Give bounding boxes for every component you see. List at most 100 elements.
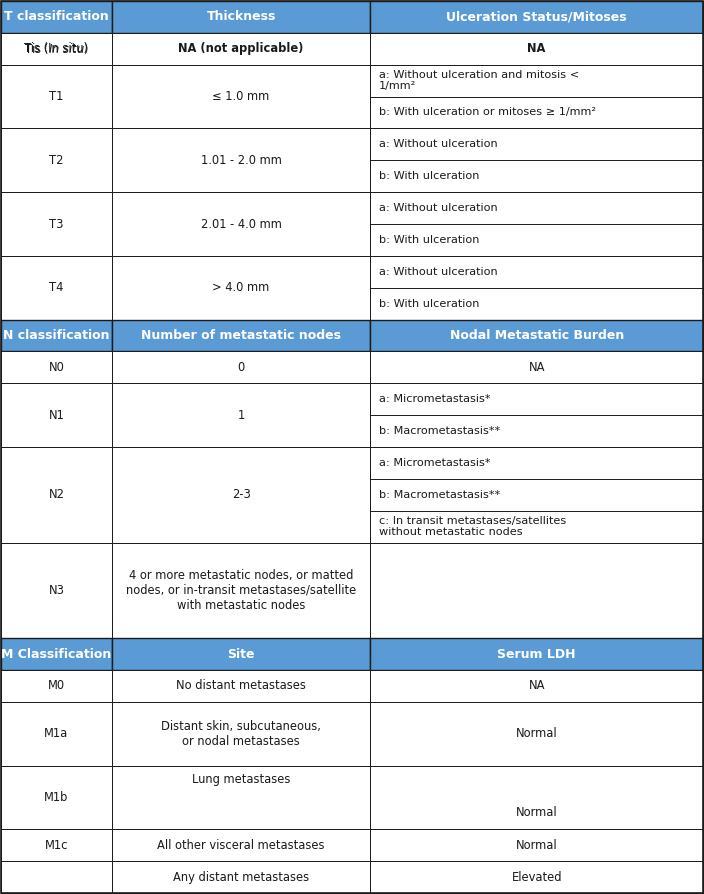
Bar <box>1 33 112 64</box>
Bar <box>1 256 112 319</box>
Bar <box>370 256 703 319</box>
Bar <box>370 351 703 384</box>
Bar <box>370 543 703 638</box>
Text: b: Macrometastasis**: b: Macrometastasis** <box>379 490 500 500</box>
Bar <box>1 384 112 447</box>
Text: M1c: M1c <box>45 839 68 852</box>
Bar <box>1 702 112 765</box>
Bar <box>370 765 703 830</box>
Bar <box>112 702 370 765</box>
Text: All other visceral metastases: All other visceral metastases <box>157 839 325 852</box>
Bar <box>112 64 370 129</box>
Text: Tis (​In situ​): Tis (​In situ​) <box>25 42 89 55</box>
Bar <box>1 64 112 129</box>
Text: Ulceration Status/Mitoses: Ulceration Status/Mitoses <box>446 11 627 23</box>
Bar <box>112 351 370 384</box>
Text: 0: 0 <box>237 361 245 374</box>
Text: b: With ulceration or mitoses ≥ 1/mm²: b: With ulceration or mitoses ≥ 1/mm² <box>379 107 596 117</box>
Bar <box>370 861 703 893</box>
Text: 1: 1 <box>237 409 245 422</box>
Bar <box>370 33 703 64</box>
Text: T2: T2 <box>49 154 63 167</box>
Text: Number of metastatic nodes: Number of metastatic nodes <box>141 329 341 342</box>
Text: a: Without ulceration: a: Without ulceration <box>379 203 497 213</box>
Text: T1: T1 <box>49 90 63 103</box>
Bar <box>112 1 370 33</box>
Text: c: In transit metastases/satellites
without metastatic nodes: c: In transit metastases/satellites with… <box>379 516 566 537</box>
Text: Lung metastases: Lung metastases <box>192 773 290 786</box>
Text: a: Without ulceration and mitosis <
1/mm²: a: Without ulceration and mitosis < 1/mm… <box>379 70 579 91</box>
Bar <box>112 129 370 192</box>
Text: Distant skin, subcutaneous,
or nodal metastases: Distant skin, subcutaneous, or nodal met… <box>161 720 321 747</box>
Text: a: Micrometastasis*: a: Micrometastasis* <box>379 394 490 404</box>
Bar <box>112 765 370 830</box>
Text: T3: T3 <box>49 217 63 231</box>
Bar <box>370 830 703 861</box>
Bar <box>112 384 370 447</box>
Text: N2: N2 <box>49 488 65 502</box>
Bar <box>370 129 703 192</box>
Text: b: With ulceration: b: With ulceration <box>379 172 479 181</box>
Bar <box>1 1 112 33</box>
Bar <box>112 192 370 256</box>
Text: b: With ulceration: b: With ulceration <box>379 299 479 308</box>
Bar <box>370 638 703 670</box>
Text: M0: M0 <box>48 679 65 693</box>
Bar <box>1 830 112 861</box>
Text: Normal: Normal <box>516 839 558 852</box>
Text: N1: N1 <box>49 409 64 422</box>
Text: M Classification: M Classification <box>1 647 111 661</box>
Text: Nodal Metastatic Burden: Nodal Metastatic Burden <box>449 329 624 342</box>
Text: N0: N0 <box>49 361 64 374</box>
Bar <box>370 319 703 351</box>
Bar <box>112 638 370 670</box>
Bar <box>112 670 370 702</box>
Text: a: Without ulceration: a: Without ulceration <box>379 266 497 277</box>
Bar <box>1 351 112 384</box>
Text: NA: NA <box>529 361 545 374</box>
Bar <box>370 192 703 256</box>
Text: 2.01 - 4.0 mm: 2.01 - 4.0 mm <box>201 217 282 231</box>
Bar <box>370 670 703 702</box>
Text: a: Without ulceration: a: Without ulceration <box>379 139 497 149</box>
Bar <box>112 319 370 351</box>
Bar <box>112 543 370 638</box>
Bar <box>1 319 112 351</box>
Text: Site: Site <box>227 647 255 661</box>
Text: NA: NA <box>527 42 546 55</box>
Text: Any distant metastases: Any distant metastases <box>173 871 309 883</box>
Text: Elevated: Elevated <box>511 871 562 883</box>
Bar <box>112 256 370 319</box>
Text: Tis ($\it{In\ situ}$): Tis ($\it{In\ situ}$) <box>24 41 89 56</box>
Text: Thickness: Thickness <box>206 11 276 23</box>
Text: Normal: Normal <box>516 727 558 740</box>
Bar <box>1 447 112 543</box>
Text: Serum LDH: Serum LDH <box>498 647 576 661</box>
Text: Normal: Normal <box>516 805 558 819</box>
Bar <box>370 1 703 33</box>
Text: N classification: N classification <box>4 329 110 342</box>
Text: No distant metastases: No distant metastases <box>176 679 306 693</box>
Text: T classification: T classification <box>4 11 109 23</box>
Bar <box>112 861 370 893</box>
Bar <box>112 447 370 543</box>
Bar <box>1 129 112 192</box>
Bar <box>370 64 703 129</box>
Text: M1a: M1a <box>44 727 68 740</box>
Text: NA: NA <box>529 679 545 693</box>
Bar <box>1 638 112 670</box>
Bar <box>1 861 112 893</box>
Text: ≤ 1.0 mm: ≤ 1.0 mm <box>213 90 270 103</box>
Text: M1b: M1b <box>44 791 69 804</box>
Text: 1.01 - 2.0 mm: 1.01 - 2.0 mm <box>201 154 282 167</box>
Bar <box>112 33 370 64</box>
Bar <box>1 543 112 638</box>
Text: 2-3: 2-3 <box>232 488 251 502</box>
Text: b: Macrometastasis**: b: Macrometastasis** <box>379 426 500 436</box>
Text: a: Micrometastasis*: a: Micrometastasis* <box>379 458 490 468</box>
Bar <box>112 830 370 861</box>
Bar <box>1 192 112 256</box>
Bar <box>1 765 112 830</box>
Text: NA (not applicable): NA (not applicable) <box>178 42 303 55</box>
Text: T4: T4 <box>49 282 63 294</box>
